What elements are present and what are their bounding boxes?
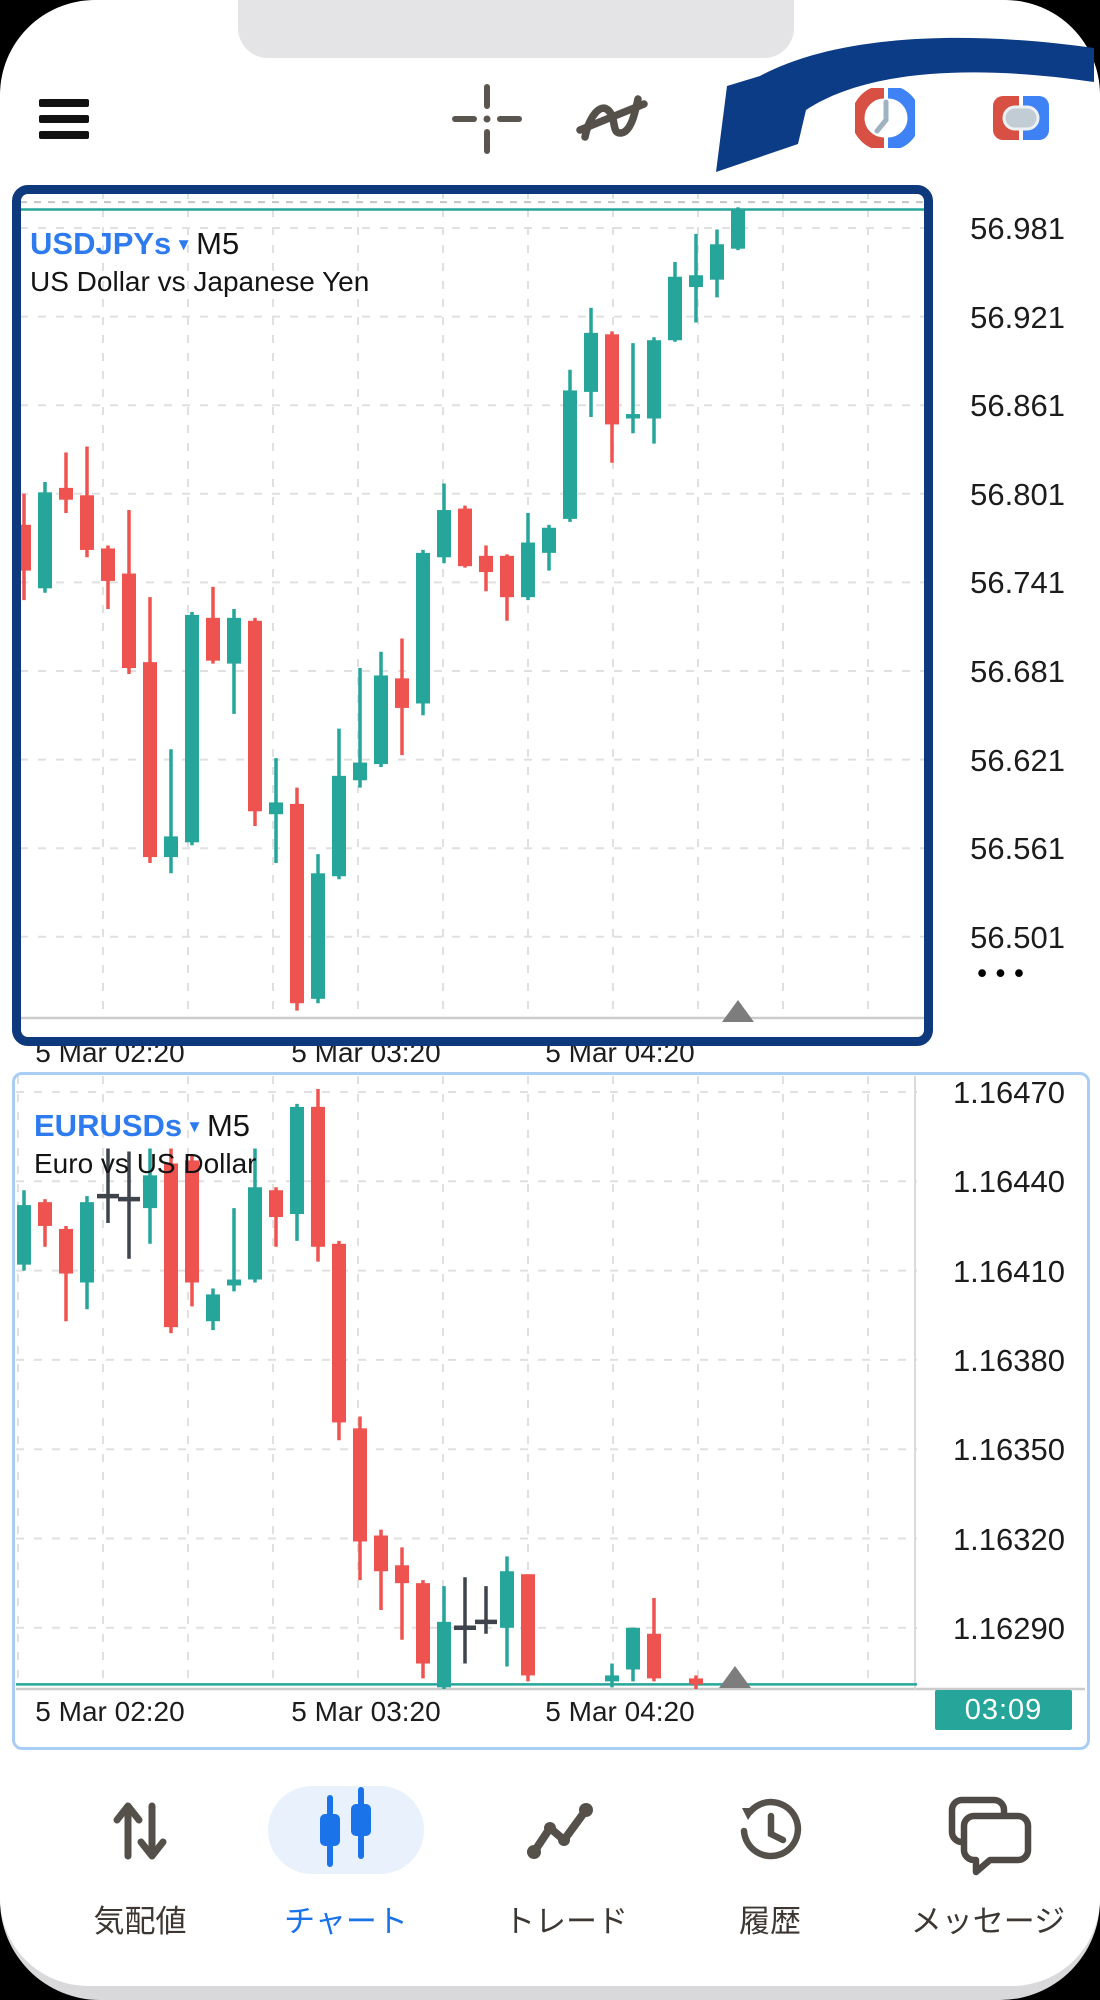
tab-charts[interactable] <box>314 1786 378 1878</box>
trend-dots-icon <box>527 1803 593 1859</box>
menu-button[interactable] <box>39 99 91 141</box>
price-axis-label: 56.861 <box>970 388 1065 424</box>
price-axis-label: 1.16290 <box>952 1610 1065 1646</box>
more-options-button[interactable]: ••• <box>977 958 1033 988</box>
tab-quotes[interactable] <box>108 1796 172 1866</box>
crosshair-button[interactable] <box>452 84 522 154</box>
candlestick-icon <box>320 1787 371 1867</box>
price-axis-label: 56.741 <box>970 565 1065 601</box>
usdjpy-symbol-selector[interactable]: USDJPYs ▼ M5 <box>30 226 239 262</box>
indicator-wave-icon <box>576 95 648 141</box>
price-axis-label: 1.16350 <box>952 1432 1065 1468</box>
tab-trade-label[interactable]: トレード <box>504 1904 628 1939</box>
tab-history[interactable] <box>738 1798 804 1864</box>
active-tab-pill <box>268 1786 424 1874</box>
price-axis-label: 56.561 <box>970 831 1065 867</box>
chevron-down-icon: ▼ <box>186 1117 203 1136</box>
usdjpy-chart-selection-border[interactable] <box>12 185 933 1046</box>
indicators-button[interactable] <box>576 90 650 148</box>
split-card-icon <box>993 96 1049 140</box>
clock-interval-icon <box>855 88 915 148</box>
price-axis-label: 1.16440 <box>952 1164 1065 1200</box>
crosshair-icon <box>452 84 522 154</box>
price-axis-label: 56.621 <box>970 742 1065 778</box>
scroll-to-latest-button[interactable] <box>719 1666 751 1688</box>
scroll-to-latest-button[interactable] <box>722 1000 754 1022</box>
windows-button[interactable] <box>993 96 1051 142</box>
price-axis-label: 56.921 <box>970 299 1065 335</box>
tab-trade[interactable] <box>524 1798 608 1862</box>
eurusd-symbol-selector[interactable]: EURUSDs ▼ M5 <box>34 1108 250 1144</box>
time-axis-label: 5 Mar 03:20 <box>291 1696 441 1727</box>
time-axis-label: 5 Mar 04:20 <box>545 1696 695 1727</box>
tab-quotes-label[interactable]: 気配値 <box>93 1904 187 1939</box>
chat-bubbles-icon <box>948 1796 1032 1876</box>
usdjpy-description: US Dollar vs Japanese Yen <box>30 266 370 297</box>
price-axis-label: 56.981 <box>970 211 1065 246</box>
interval-button[interactable] <box>855 88 915 148</box>
price-axis-label: 1.16380 <box>952 1342 1065 1378</box>
tab-messages-label[interactable]: メッセージ <box>910 1904 1066 1939</box>
price-axis-label: 1.16410 <box>952 1253 1065 1289</box>
tab-history-label[interactable]: 履歴 <box>739 1904 801 1939</box>
tab-charts-label[interactable]: チャート <box>284 1904 408 1939</box>
price-axis-label: 1.16320 <box>952 1521 1065 1557</box>
hamburger-icon <box>39 99 89 139</box>
eurusd-chart-border[interactable] <box>12 1072 1090 1750</box>
eurusd-timeframe: M5 <box>206 1108 251 1143</box>
quotes-arrows-icon <box>113 1802 167 1860</box>
usdjpy-timeframe: M5 <box>196 226 240 261</box>
time-axis-label: 5 Mar 02:20 <box>35 1696 185 1727</box>
price-axis-label: 1.16470 <box>952 1075 1065 1110</box>
eurusd-description: Euro vs US Dollar <box>34 1148 257 1179</box>
bar-countdown-badge: 03:09 <box>935 1690 1072 1730</box>
phone-notch <box>238 0 794 58</box>
tab-messages[interactable] <box>946 1794 1032 1878</box>
eurusd-symbol: EURUSDs <box>34 1108 183 1143</box>
price-axis-label: 56.681 <box>970 654 1065 689</box>
usdjpy-symbol: USDJPYs <box>30 226 172 261</box>
price-axis-label: 56.801 <box>970 476 1065 512</box>
history-clock-icon <box>740 1798 802 1860</box>
price-axis-label: 56.501 <box>970 919 1065 955</box>
